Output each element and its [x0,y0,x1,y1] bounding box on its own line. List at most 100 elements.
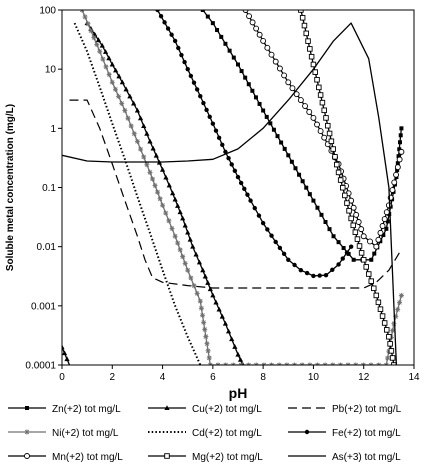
series-marker [232,344,238,349]
series-marker [170,190,176,196]
series-marker [222,320,229,326]
series-marker [379,223,386,229]
series-marker [226,155,231,161]
legend-item: Zn(+2) tot mg/L [8,404,121,415]
series-marker [113,67,119,73]
series-marker [310,61,317,68]
series-marker [354,236,361,242]
series-marker [182,222,188,228]
series-marker [243,75,248,80]
series-marker [389,355,396,361]
series-marker [371,285,377,292]
series-marker [279,140,284,145]
series-marker [141,154,147,160]
series-marker [152,183,158,189]
series-marker [245,192,250,197]
y-tick-label: 10 [45,65,57,76]
series-marker [289,159,294,164]
y-tick-label: 0.0001 [25,361,56,372]
series-marker [293,166,298,171]
series-marker [166,182,172,188]
series-marker [310,114,317,121]
series-marker [293,91,300,98]
series-marker [207,286,213,292]
series-marker [150,145,156,151]
series-marker [317,273,322,278]
x-tick-label: 2 [110,372,116,383]
series-marker [300,179,305,184]
series-marker [315,205,320,210]
series-marker [225,328,232,334]
series-marker [210,121,216,126]
series-marker [64,356,70,362]
series-marker [350,204,357,211]
series-marker [144,130,150,136]
y-tick-label: 0.001 [31,301,56,312]
series-marker [165,26,171,31]
series-marker [223,41,228,46]
series-marker [182,260,188,266]
series-marker [169,32,174,37]
series-marker [316,84,322,91]
series-marker [272,58,279,65]
series-marker [282,146,287,151]
series-marker [373,292,380,299]
series-marker [269,233,274,238]
series-marker [399,126,404,131]
series-marker [381,216,388,223]
series-marker [188,275,194,281]
series-marker [348,244,354,249]
series-marker [150,176,156,182]
series-marker [375,299,382,306]
series-marker [323,272,329,278]
series-marker [385,202,392,209]
series-marker [297,97,304,104]
series-marker [205,280,211,285]
series-marker [131,100,137,106]
series-marker [346,208,352,214]
series-marker [206,355,212,361]
series-marker [249,19,256,26]
series-marker [381,320,388,326]
series-marker [155,189,161,195]
series-0 [200,10,404,262]
series-marker [176,45,181,51]
series-marker [256,213,262,218]
series-marker [332,154,338,160]
series-marker [395,161,400,166]
series-marker [388,348,395,354]
series-marker [103,64,109,70]
series-marker [200,312,206,318]
x-tick-label: 6 [210,372,216,383]
series-marker [219,34,224,39]
series-marker [102,49,109,54]
series-marker [268,51,275,58]
series-marker [197,298,203,304]
series-marker [237,356,244,362]
series-marker [331,234,336,239]
series-marker [131,131,137,137]
series-marker [185,66,190,72]
series-marker [373,243,380,250]
series-marker [397,147,402,152]
series-marker [386,334,392,340]
series-marker [109,79,115,85]
series-marker [210,292,216,298]
x-tick-label: 10 [308,372,320,383]
series-marker [112,86,118,92]
series-marker [260,37,267,44]
series-marker [377,229,384,236]
series-marker [185,229,191,235]
series-marker [200,267,206,273]
series-marker [368,278,375,284]
series-marker [97,48,103,54]
series-marker [394,164,401,171]
series-marker [219,313,225,319]
series-marker [285,79,292,86]
series-marker [303,30,309,37]
series-marker [385,355,391,361]
series-marker [175,240,181,246]
series-marker [91,35,97,41]
series-marker [252,205,257,211]
series-marker [169,226,175,232]
